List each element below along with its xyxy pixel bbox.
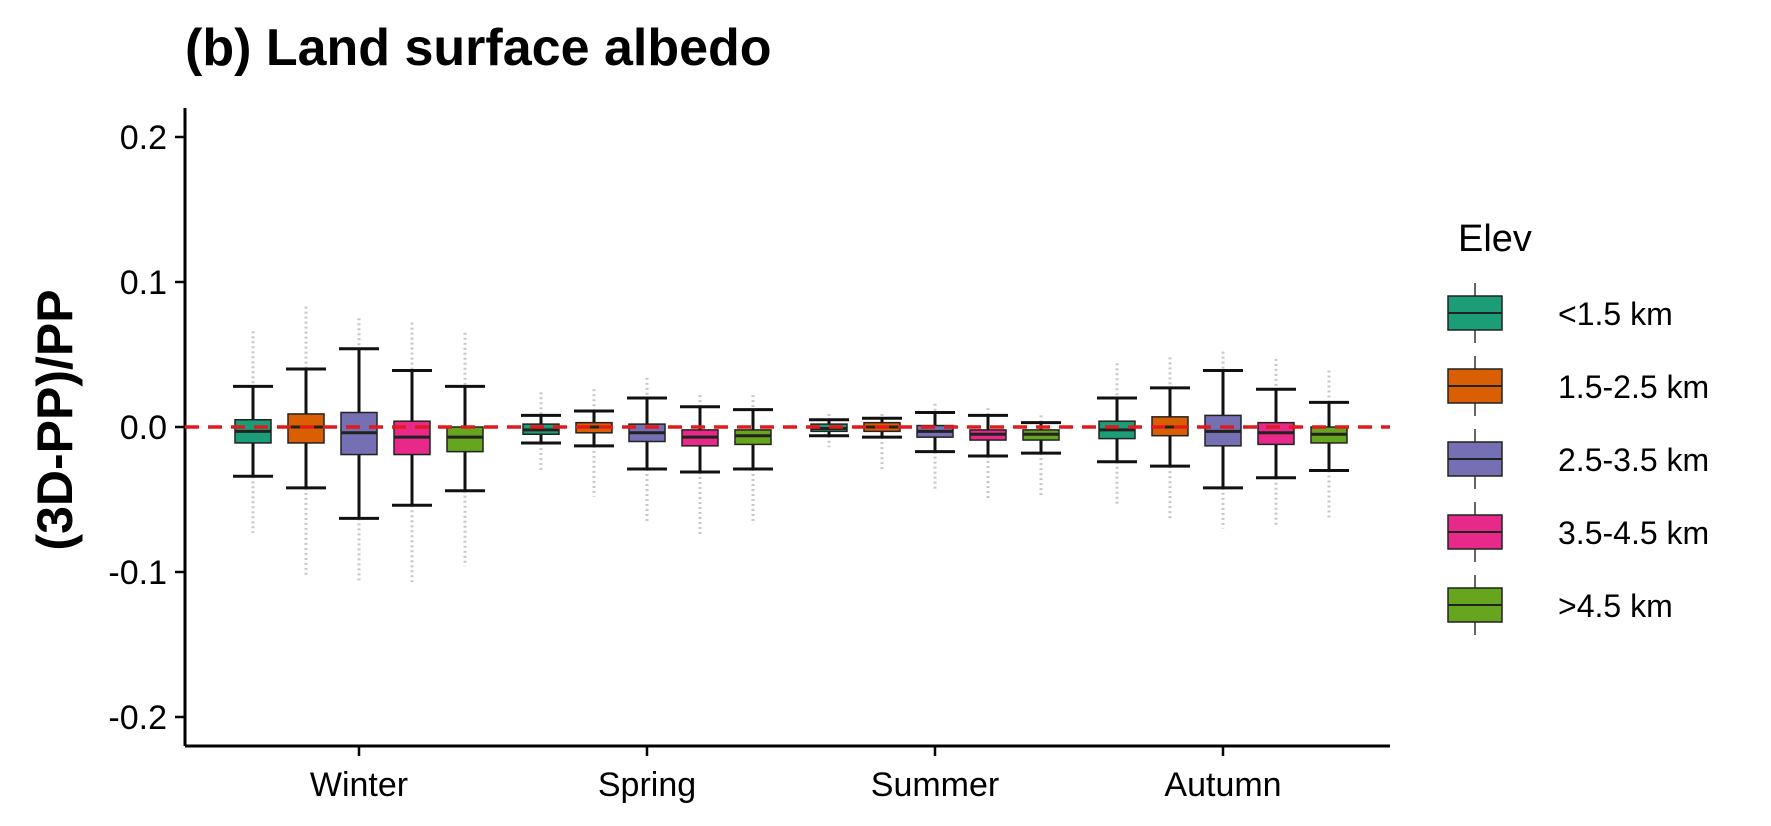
x-tick-label: Spring xyxy=(598,766,696,804)
y-tick-label: -0.1 xyxy=(108,554,167,592)
legend-title: Elev xyxy=(1458,218,1532,260)
legend-entry-label: 1.5-2.5 km xyxy=(1558,369,1709,405)
chart-title: (b) Land surface albedo xyxy=(185,19,772,77)
y-tick-label: -0.2 xyxy=(108,699,167,737)
legend-entry-label: >4.5 km xyxy=(1558,588,1673,624)
x-tick-label: Summer xyxy=(871,766,999,804)
plot-area: 0.2 0.1 0.0 -0.1 -0.2 Winter Spring Summer Autum… xyxy=(108,108,1390,804)
y-tick-label: 0.1 xyxy=(120,264,167,302)
box-iqr xyxy=(446,426,484,453)
legend: Elev <1.5 km 1.5-2.5 km 2.5-3.5 km 3.5-4.5 … xyxy=(1447,218,1709,635)
y-tick-label: 0.0 xyxy=(120,409,167,447)
legend-entry-label: 2.5-3.5 km xyxy=(1558,442,1709,478)
legend-entry-label: 3.5-4.5 km xyxy=(1558,515,1709,551)
y-axis-label: (3D-PP)/PP xyxy=(27,289,83,550)
x-tick-label: Winter xyxy=(310,766,408,804)
y-tick-label: 0.2 xyxy=(120,119,167,157)
legend-entry-label: <1.5 km xyxy=(1558,296,1673,332)
x-tick-label: Autumn xyxy=(1164,766,1281,804)
